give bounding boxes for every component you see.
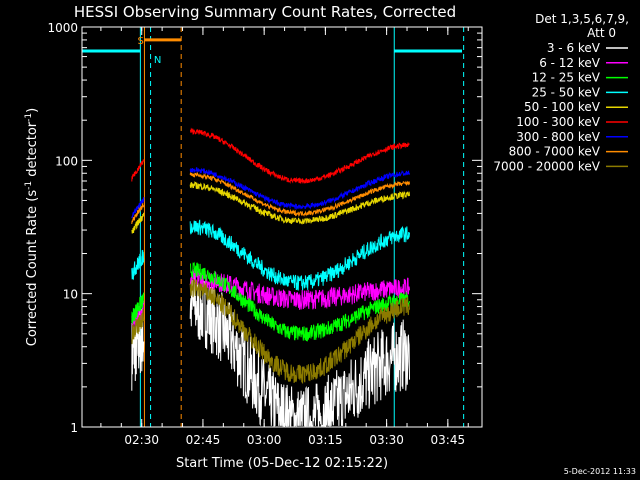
series-group: [131, 278, 410, 384]
series-line-main: [190, 127, 410, 184]
axis-ticks: 02:30 02:45 03:00 03:15 03:30 03:45 1 10 100 1000: [47, 21, 482, 447]
series-line-main: [189, 278, 410, 384]
x-tick-label: 03:00: [247, 433, 282, 447]
y-tick-label: 1000: [47, 21, 78, 35]
x-tick-label: 03:15: [308, 433, 343, 447]
x-tick-label: 03:45: [431, 433, 466, 447]
series-line-main: [189, 171, 410, 217]
y-tick-label: 100: [55, 154, 78, 168]
y-axis-title: Corrected Count Rate (s-1 detector-1): [24, 108, 40, 346]
plot-frame: [81, 26, 483, 428]
x-axis-title: Start Time (05-Dec-12 02:15:22): [176, 456, 388, 471]
series-line-pre: [131, 159, 145, 182]
y-axis-title-mid: detector: [25, 121, 40, 181]
series-line-main: [189, 181, 410, 225]
series-line-main: [189, 272, 410, 427]
series-group: [131, 171, 410, 225]
series-group: [131, 261, 410, 342]
x-tick-label: 03:30: [369, 433, 404, 447]
legend-header-attenuator: Att 0: [587, 26, 616, 40]
series-group: [131, 181, 410, 234]
series-group: [131, 219, 410, 291]
y-tick-label: 10: [63, 288, 78, 302]
series-line-pre: [131, 202, 145, 225]
legend-label: 800 - 7000 keV: [509, 145, 601, 159]
legend-label: 3 - 6 keV: [547, 41, 601, 55]
y-axis-title-sup2: -1: [24, 113, 34, 122]
series-line-main: [189, 219, 410, 291]
legend-label: 25 - 50 keV: [532, 85, 601, 99]
series-line-pre: [131, 309, 145, 345]
legend-header-detectors: Det 1,3,5,6,7,9,: [535, 12, 629, 26]
series-line-main: [189, 269, 410, 310]
series-line-pre: [131, 212, 145, 234]
y-axis-title-prefix: Corrected Count Rate (s: [25, 190, 40, 347]
annotation-layer: SN: [82, 27, 465, 427]
legend-label: 6 - 12 keV: [539, 56, 601, 70]
saa-label: S: [138, 36, 144, 47]
x-tick-label: 02:30: [124, 433, 159, 447]
series-group: [131, 127, 410, 184]
y-axis-title-suffix: ): [25, 108, 40, 113]
chart-title: HESSI Observing Summary Count Rates, Cor…: [74, 3, 456, 21]
series-line-pre: [131, 292, 145, 324]
y-tick-label: 1: [70, 421, 78, 435]
series-line-pre: [131, 249, 145, 281]
series-layer: [131, 127, 410, 427]
date-stamp: 5-Dec-2012 11:33: [564, 467, 636, 476]
legend-label: 100 - 300 keV: [516, 115, 600, 129]
series-line-main: [189, 167, 410, 211]
series-line-main: [190, 261, 410, 342]
series-line-pre: [131, 197, 145, 219]
y-axis-title-sup1: -1: [24, 181, 34, 190]
series-group: [131, 167, 410, 219]
x-tick-label: 02:45: [186, 433, 221, 447]
legend-label: 12 - 25 keV: [532, 71, 601, 85]
legend-label: 7000 - 20000 keV: [493, 159, 600, 173]
legend-label: 50 - 100 keV: [524, 100, 601, 114]
legend-label: 300 - 800 keV: [516, 130, 600, 144]
night-label: N: [154, 55, 161, 66]
